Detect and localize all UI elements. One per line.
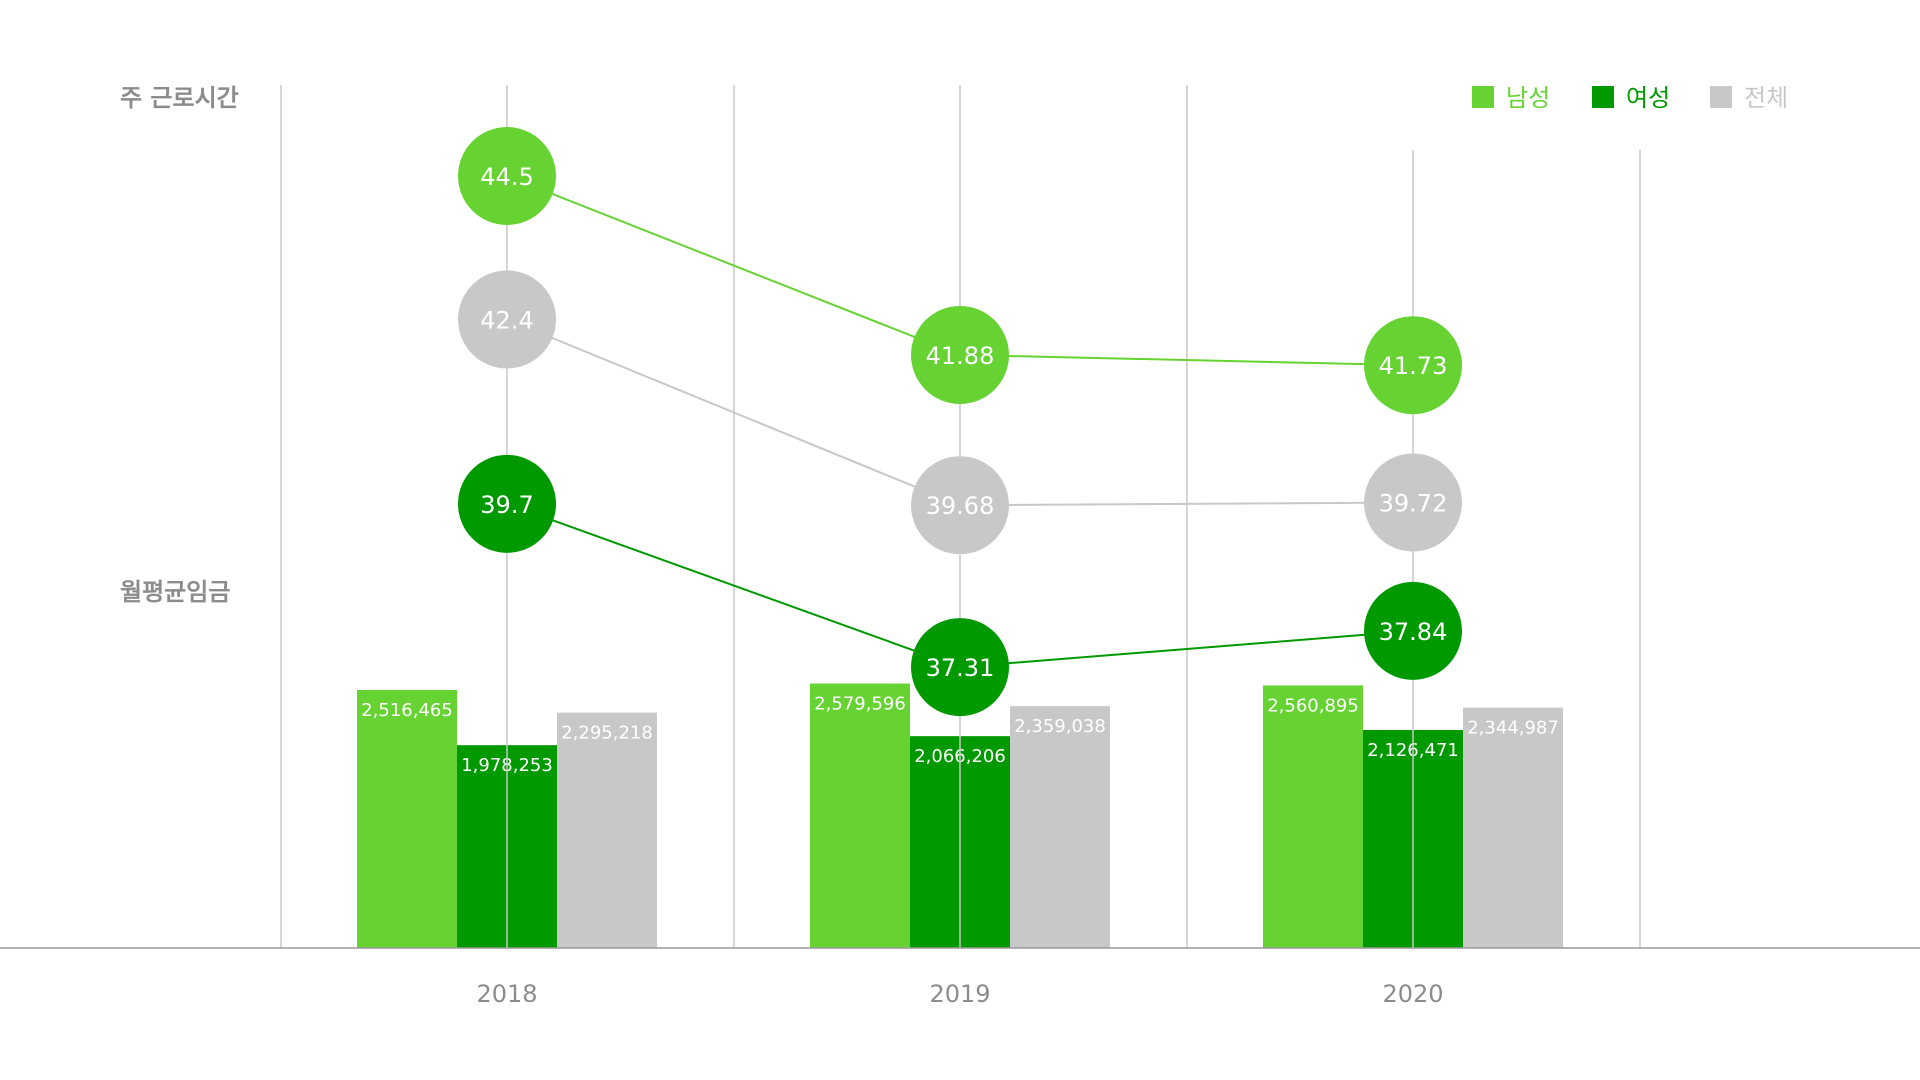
grid-lines bbox=[280, 85, 1641, 948]
bar-label-total-2019: 2,359,038 bbox=[1014, 716, 1106, 737]
x-tick-label: 2018 bbox=[476, 980, 537, 1008]
point-total-2019 bbox=[911, 456, 1009, 555]
bar-label-male-2020: 2,560,895 bbox=[1267, 695, 1359, 716]
legend: 남성 여성 전체 bbox=[1472, 84, 1788, 112]
line-axis-title: 주 근로시간 bbox=[120, 84, 239, 112]
point-label-female-2018: 39.7 bbox=[480, 491, 533, 519]
point-female-2019 bbox=[911, 618, 1009, 717]
point-label-total-2019: 39.68 bbox=[926, 492, 995, 520]
legend-label-male: 남성 bbox=[1506, 84, 1550, 112]
bar-male-2019 bbox=[810, 683, 910, 948]
point-female-2020 bbox=[1364, 581, 1462, 680]
point-label-male-2018: 44.5 bbox=[480, 163, 533, 191]
point-total-2020 bbox=[1364, 453, 1462, 552]
point-label-male-2020: 41.73 bbox=[1379, 352, 1448, 380]
bar-label-male-2019: 2,579,596 bbox=[814, 694, 906, 715]
point-male-2020 bbox=[1364, 316, 1462, 415]
point-label-female-2019: 37.31 bbox=[926, 654, 995, 682]
legend-swatch-male bbox=[1472, 86, 1494, 108]
x-tick-label: 2020 bbox=[1382, 980, 1443, 1008]
bar-total-2019 bbox=[1010, 706, 1110, 948]
bar-male-2018 bbox=[357, 690, 457, 948]
point-male-2019 bbox=[911, 305, 1009, 404]
point-total-2018 bbox=[458, 270, 556, 369]
point-label-male-2019: 41.88 bbox=[926, 342, 995, 370]
bar-total-2020 bbox=[1463, 707, 1563, 948]
line-points: 44.5 41.88 41.73 42.4 39.68 39.72 39.7 37.31 37.… bbox=[458, 127, 1462, 717]
bar-label-male-2018: 2,516,465 bbox=[361, 700, 453, 721]
bar-total-2018 bbox=[557, 712, 657, 948]
bar-axis-title: 월평균임금 bbox=[120, 578, 230, 606]
legend-label-female: 여성 bbox=[1626, 84, 1670, 112]
x-tick-label: 2019 bbox=[929, 980, 990, 1008]
x-axis: 2018 2019 2020 bbox=[0, 947, 1920, 1008]
point-label-total-2020: 39.72 bbox=[1379, 489, 1448, 517]
point-label-female-2020: 37.84 bbox=[1379, 618, 1448, 646]
legend-swatch-female bbox=[1592, 86, 1614, 108]
point-label-total-2018: 42.4 bbox=[480, 306, 533, 334]
legend-label-total: 전체 bbox=[1744, 84, 1788, 112]
bar-label-total-2020: 2,344,987 bbox=[1467, 718, 1559, 739]
point-female-2018 bbox=[458, 454, 556, 553]
legend-swatch-total bbox=[1710, 86, 1732, 108]
bar-label-total-2018: 2,295,218 bbox=[561, 723, 653, 744]
bar-male-2020 bbox=[1263, 685, 1363, 948]
point-male-2018 bbox=[458, 127, 556, 225]
